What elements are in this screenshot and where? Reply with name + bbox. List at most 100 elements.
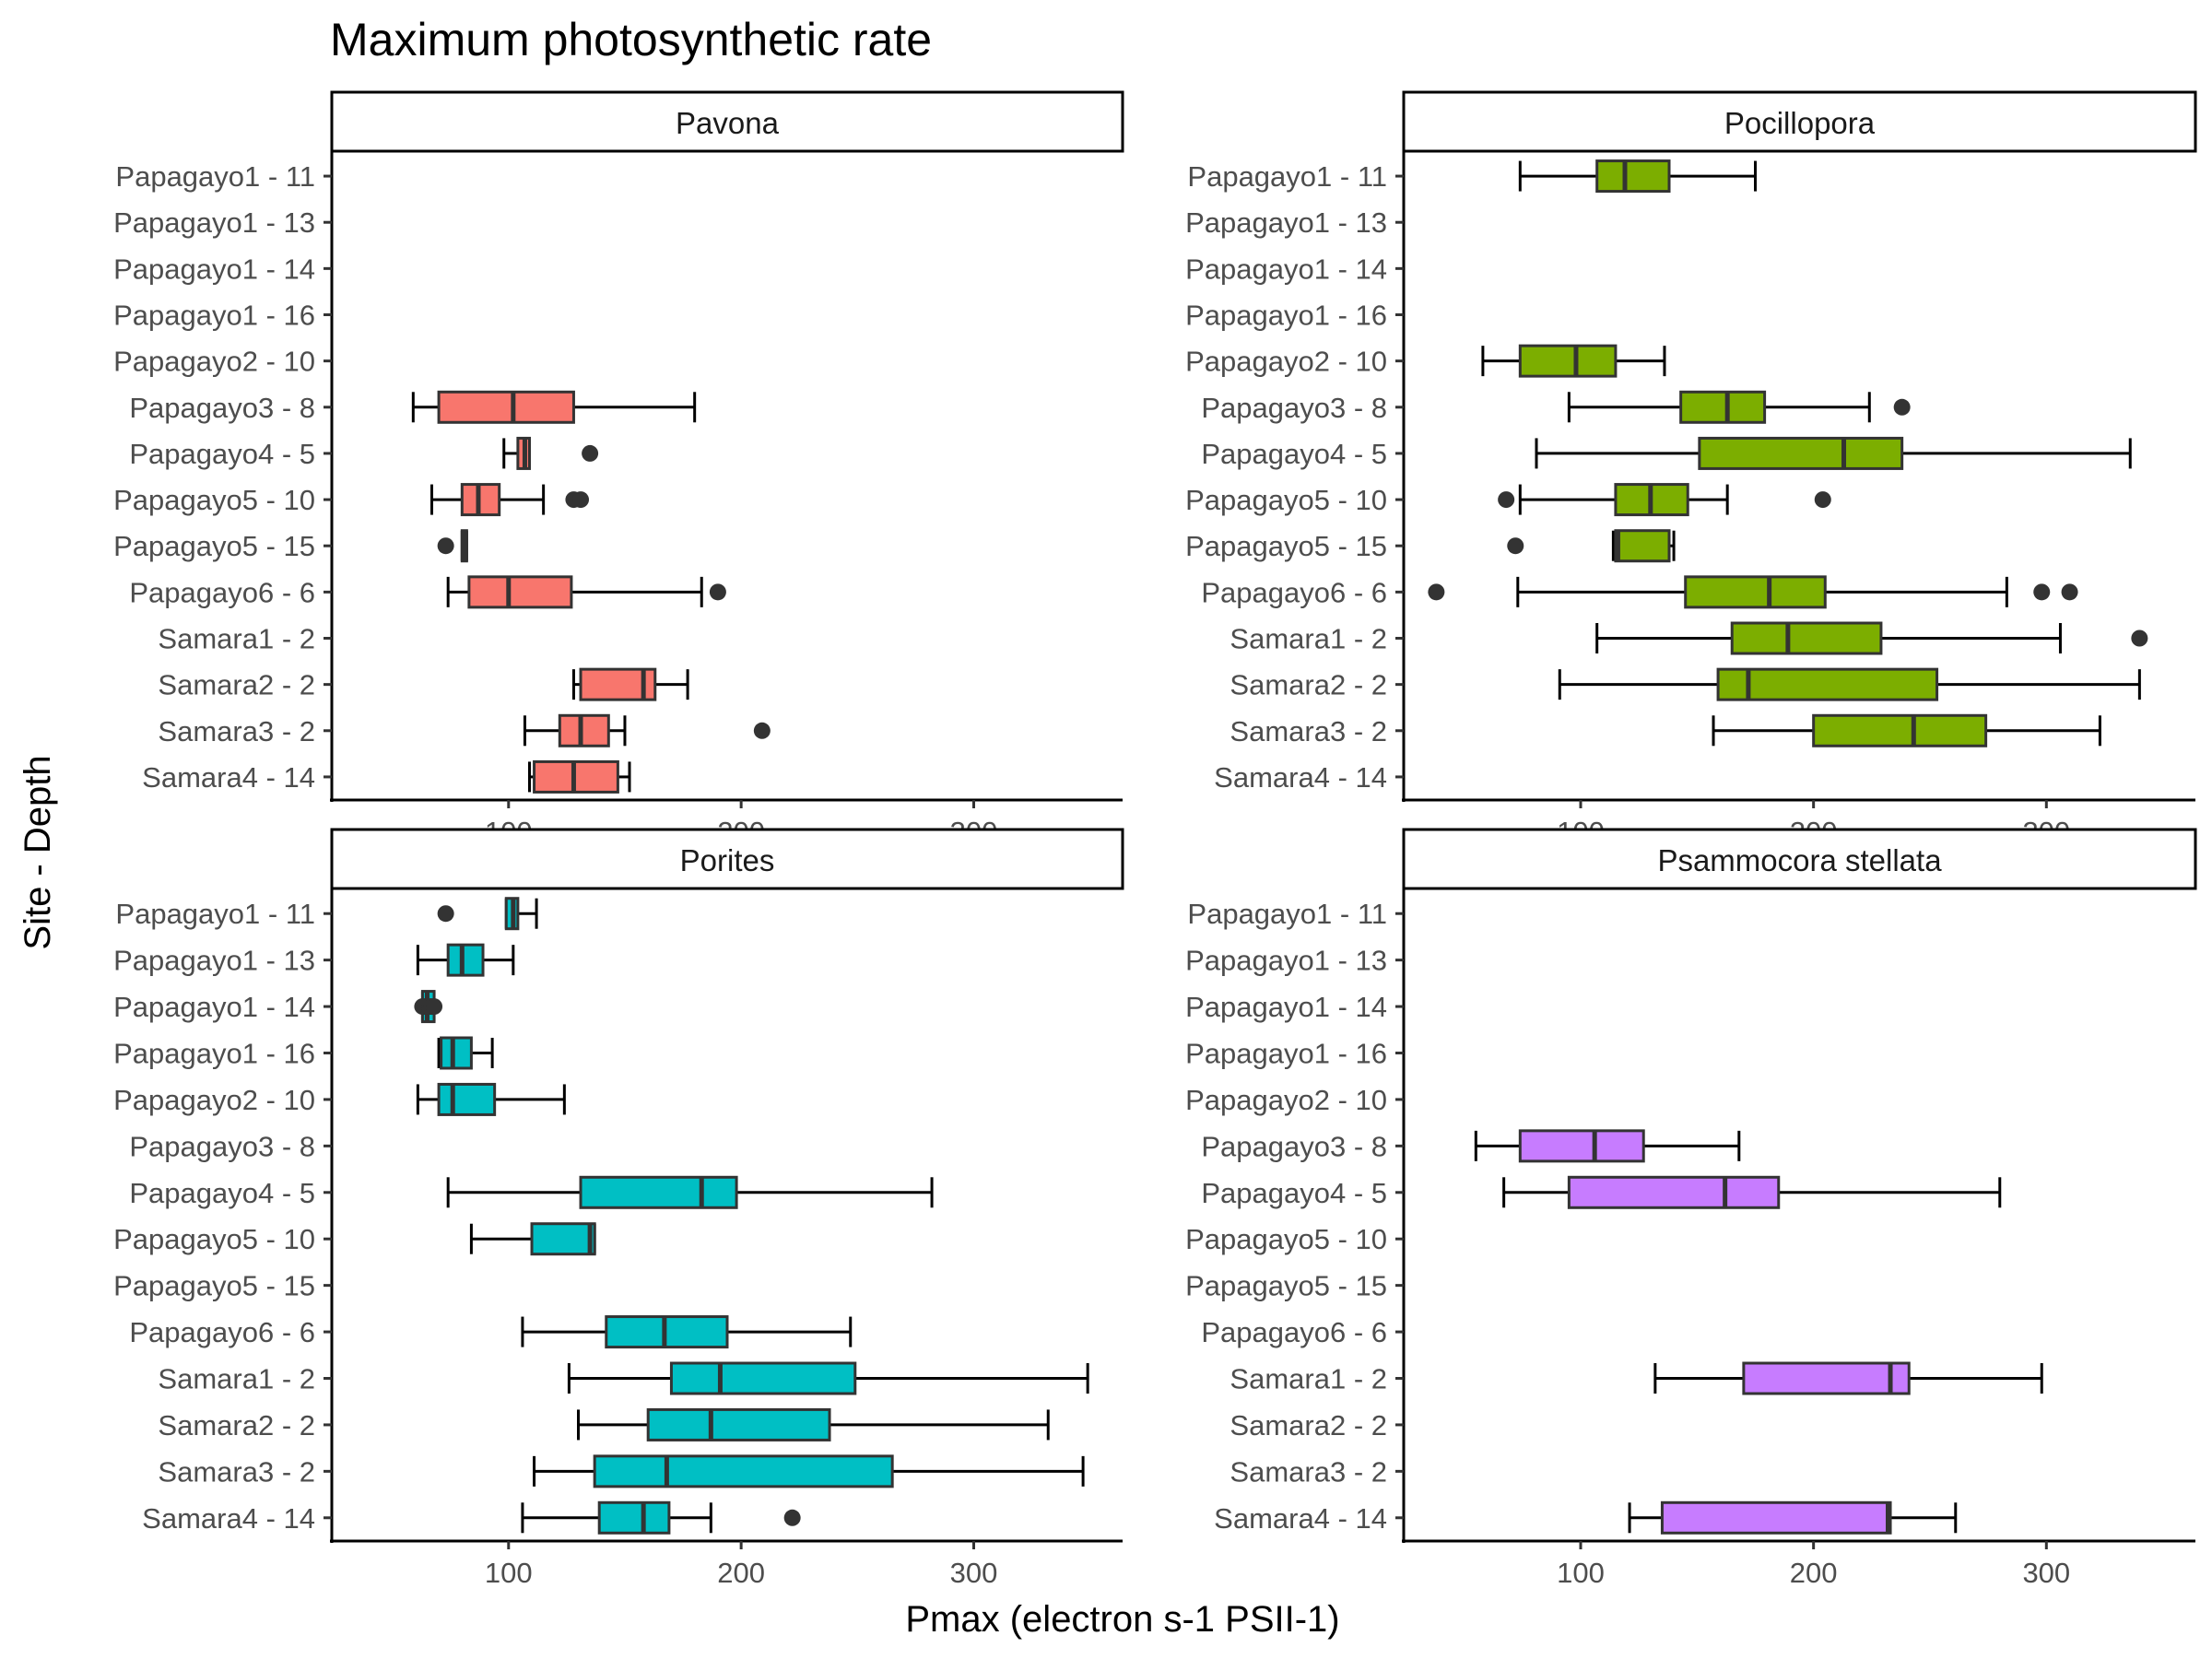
y-tick-label: Papagayo5 - 15 xyxy=(113,1270,315,1302)
y-tick-label: Samara3 - 2 xyxy=(1230,715,1387,747)
facet-label-psammocora-stellata: Psammocora stellata xyxy=(1657,843,1942,877)
box-pavona-papagayo5-10 xyxy=(430,483,590,517)
box-pocillopora-papagayo4-5 xyxy=(1535,436,2132,470)
chart-title: Maximum photosynthetic rate xyxy=(330,14,932,65)
outlier-point xyxy=(1507,537,1524,555)
x-tick-label: 300 xyxy=(950,1557,998,1589)
box-iqr xyxy=(1679,390,1767,424)
y-tick-label: Papagayo2 - 10 xyxy=(1185,346,1387,378)
y-tick-label: Samara1 - 2 xyxy=(158,1363,315,1395)
x-tick-label: 200 xyxy=(717,1557,765,1589)
y-tick-label: Samara1 - 2 xyxy=(1230,623,1387,655)
y-tick-label: Papagayo1 - 14 xyxy=(1185,991,1387,1023)
outlier-point xyxy=(1893,398,1911,416)
box-iqr xyxy=(1614,529,1671,563)
x-tick-label: 100 xyxy=(1557,1557,1605,1589)
box-porites-samara2-2 xyxy=(576,1407,1050,1441)
y-tick-label: Samara4 - 14 xyxy=(142,1502,315,1535)
y-tick-label: Papagayo1 - 16 xyxy=(113,1038,315,1070)
outlier-point xyxy=(582,444,599,462)
y-tick-label: Samara2 - 2 xyxy=(158,1409,315,1441)
y-tick-label: Samara1 - 2 xyxy=(158,623,315,655)
box-porites-papagayo1-16 xyxy=(437,1036,494,1070)
y-tick-label: Samara3 - 2 xyxy=(158,1455,315,1488)
x-tick-label: 300 xyxy=(2022,1557,2070,1589)
box-iqr xyxy=(437,1082,497,1116)
y-tick-label: Papagayo1 - 16 xyxy=(113,300,315,332)
y-tick-label: Papagayo4 - 5 xyxy=(1201,1177,1387,1209)
box-pavona-samara4-14 xyxy=(528,759,631,794)
facet-porites: Porites Papagayo1 - 11 Papagayo1 - 13 Papag… xyxy=(113,828,1124,1589)
facet-psammocora-stellata: Psammocora stellata Papagayo1 - 11 Papagay… xyxy=(1185,828,2197,1589)
y-tick-label: Papagayo2 - 10 xyxy=(113,1084,315,1116)
box-iqr xyxy=(440,1036,473,1070)
box-iqr xyxy=(1518,344,1618,378)
box-iqr xyxy=(1730,621,1883,655)
y-tick-label: Samara2 - 2 xyxy=(1230,1409,1387,1441)
box-iqr xyxy=(579,1175,738,1209)
outlier-point xyxy=(709,583,726,601)
outlier-point xyxy=(1814,491,1831,509)
box-pavona-papagayo5-15 xyxy=(437,529,468,563)
box-iqr xyxy=(1742,1361,1911,1395)
box-porites-samara3-2 xyxy=(533,1454,1085,1488)
y-tick-label: Papagayo3 - 8 xyxy=(1201,1130,1387,1162)
y-tick-label: Papagayo4 - 5 xyxy=(129,438,315,470)
box-psammocora-stellata-papagayo4-5 xyxy=(1502,1175,2002,1209)
box-iqr xyxy=(530,1222,596,1256)
y-tick-label: Samara3 - 2 xyxy=(158,715,315,747)
outlier-point xyxy=(2061,583,2078,601)
y-tick-label: Papagayo1 - 14 xyxy=(113,253,315,285)
y-tick-label: Papagayo5 - 15 xyxy=(1185,530,1387,562)
box-psammocora-stellata-samara1-2 xyxy=(1653,1361,2043,1395)
y-tick-label: Papagayo1 - 13 xyxy=(1185,945,1387,977)
outlier-point xyxy=(437,905,454,923)
box-iqr xyxy=(1567,1175,1781,1209)
facet-pavona: Pavona Papagayo1 - 11 Papagayo1 - 13 Papaga… xyxy=(113,90,1124,848)
box-pocillopora-papagayo1-11 xyxy=(1518,159,1757,194)
y-tick-label: Samara4 - 14 xyxy=(1214,761,1387,794)
box-porites-samara1-2 xyxy=(567,1361,1089,1395)
y-tick-label: Papagayo4 - 5 xyxy=(1201,438,1387,470)
box-iqr xyxy=(1660,1500,1892,1535)
facet-strip-pavona xyxy=(330,90,1124,153)
box-porites-papagayo2-10 xyxy=(416,1082,566,1116)
box-pavona-papagayo6-6 xyxy=(446,575,726,609)
box-porites-papagayo1-13 xyxy=(416,943,515,977)
y-tick-label: Papagayo1 - 11 xyxy=(1187,160,1387,193)
box-porites-papagayo4-5 xyxy=(446,1175,934,1209)
y-tick-label: Papagayo5 - 10 xyxy=(113,1223,315,1255)
box-iqr xyxy=(1698,436,1904,470)
y-tick-label: Papagayo1 - 11 xyxy=(1187,898,1387,930)
y-tick-label: Samara2 - 2 xyxy=(158,669,315,701)
outlier-point xyxy=(572,491,590,509)
y-tick-label: Samara1 - 2 xyxy=(1230,1363,1387,1395)
box-porites-samara4-14 xyxy=(521,1500,801,1535)
box-iqr xyxy=(1716,667,1939,701)
box-iqr xyxy=(605,1315,729,1349)
facet-pocillopora: Pocillopora Papagayo1 - 11 Papagayo1 - 13 P… xyxy=(1185,90,2197,848)
y-tick-label: Samara3 - 2 xyxy=(1230,1455,1387,1488)
box-iqr xyxy=(446,943,485,977)
y-tick-label: Papagayo3 - 8 xyxy=(1201,392,1387,424)
box-iqr xyxy=(1812,713,1988,747)
y-tick-label: Papagayo6 - 6 xyxy=(1201,576,1387,608)
y-tick-label: Papagayo5 - 10 xyxy=(1185,484,1387,516)
y-tick-label: Samara4 - 14 xyxy=(142,761,315,794)
box-pocillopora-papagayo2-10 xyxy=(1481,344,1666,378)
y-tick-label: Papagayo1 - 13 xyxy=(113,945,315,977)
y-tick-label: Papagayo1 - 13 xyxy=(113,206,315,239)
box-iqr xyxy=(467,575,573,609)
outlier-point xyxy=(2033,583,2051,601)
outlier-point xyxy=(1428,583,1445,601)
box-pocillopora-papagayo3-8 xyxy=(1567,390,1911,424)
box-porites-papagayo1-14 xyxy=(414,990,443,1024)
y-tick-label: Papagayo1 - 11 xyxy=(115,160,315,193)
facet-label-pocillopora: Pocillopora xyxy=(1724,106,1876,140)
box-iqr xyxy=(1518,1129,1645,1163)
y-tick-label: Papagayo2 - 10 xyxy=(113,346,315,378)
y-tick-label: Papagayo1 - 14 xyxy=(1185,253,1387,285)
y-tick-label: Papagayo1 - 16 xyxy=(1185,300,1387,332)
box-pavona-samara3-2 xyxy=(523,713,771,747)
box-pocillopora-papagayo6-6 xyxy=(1428,575,2078,609)
